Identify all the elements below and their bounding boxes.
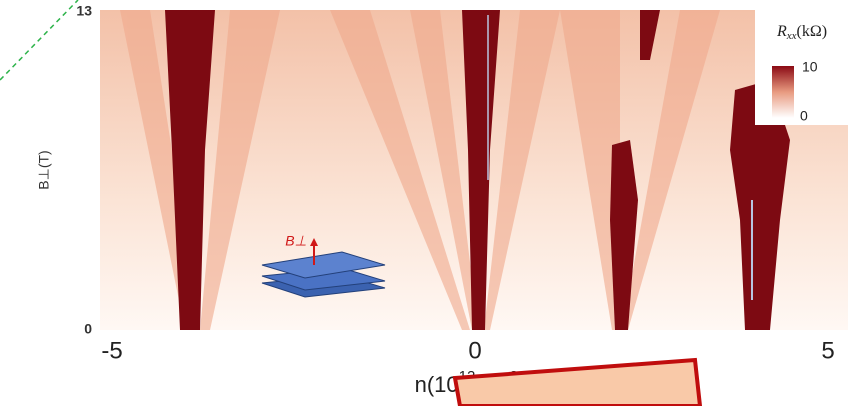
colorbar-max: 10 <box>802 59 818 75</box>
figure: 13 0 B⊥(T) -5 0 5 n(1012cm-2) Rxx(kΩ) 10… <box>0 0 856 406</box>
inset-label: B⊥ <box>285 233 307 249</box>
x-tick-label: 0 <box>468 337 481 364</box>
colorbar-title: Rxx(kΩ) <box>776 23 827 42</box>
x-tick-label: -5 <box>101 337 122 364</box>
y-tick-label: 13 <box>76 3 92 19</box>
colorbar-min: 0 <box>800 108 808 124</box>
colorbar-sub: xx <box>786 30 797 42</box>
x-label-part: n(10 <box>415 372 459 397</box>
colorbar-symbol: R <box>776 23 787 40</box>
callout-box <box>455 360 700 406</box>
x-tick-label: 5 <box>821 337 834 364</box>
y-tick-label: 0 <box>84 321 92 337</box>
y-axis-label: B⊥(T) <box>36 150 52 189</box>
dashed-pointer <box>0 0 78 80</box>
colorbar-unit: (kΩ) <box>797 23 828 40</box>
page: 13 0 B⊥(T) -5 0 5 n(1012cm-2) Rxx(kΩ) 10… <box>0 0 856 406</box>
heatmap <box>100 10 848 330</box>
colorbar-gradient <box>772 66 794 118</box>
colorbar: Rxx(kΩ) 10 0 <box>755 10 848 125</box>
